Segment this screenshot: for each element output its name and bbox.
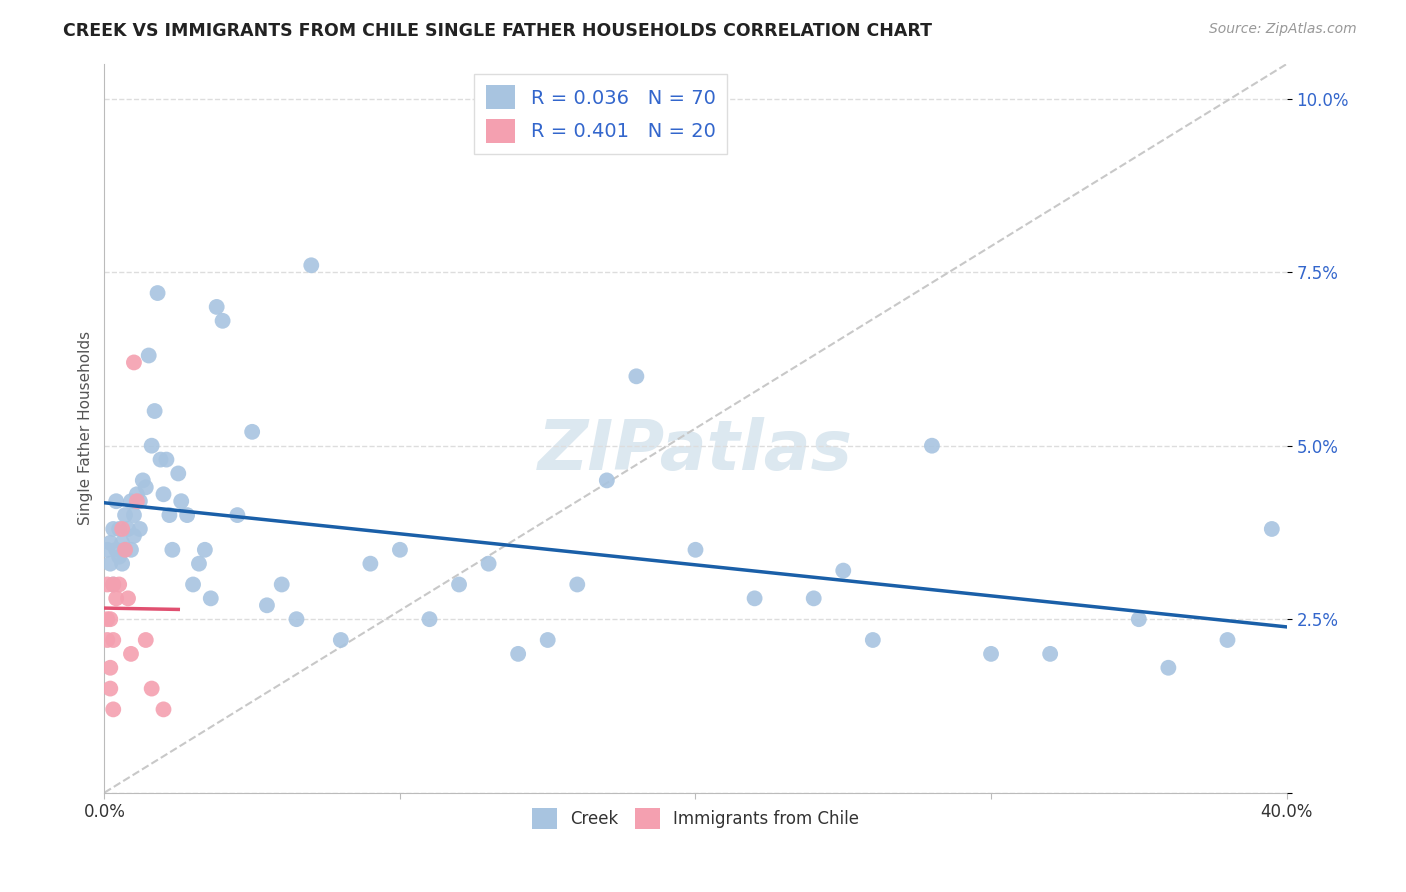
Text: ZIPatlas: ZIPatlas [538, 417, 853, 483]
Point [980, 647, 1002, 661]
Point [921, 439, 943, 453]
Point [596, 474, 619, 488]
Point [111, 522, 134, 536]
Point [170, 494, 193, 508]
Point [96, 612, 118, 626]
Point [388, 542, 411, 557]
Point [120, 647, 142, 661]
Point [128, 522, 150, 536]
Point [167, 467, 190, 481]
Point [194, 542, 217, 557]
Point [205, 300, 228, 314]
Point [181, 577, 204, 591]
Point [103, 577, 125, 591]
Point [256, 599, 278, 613]
Point [132, 474, 155, 488]
Point [1039, 647, 1062, 661]
Point [685, 542, 707, 557]
Point [96, 542, 118, 557]
Point [508, 647, 530, 661]
Point [157, 508, 180, 522]
Point [744, 591, 766, 606]
Point [1128, 612, 1150, 626]
Text: Source: ZipAtlas.com: Source: ZipAtlas.com [1209, 22, 1357, 37]
Point [211, 314, 233, 328]
Point [155, 452, 177, 467]
Point [152, 487, 174, 501]
Point [135, 480, 157, 494]
Point [146, 286, 169, 301]
Point [270, 577, 292, 591]
Point [1261, 522, 1284, 536]
Point [108, 522, 131, 536]
Point [98, 681, 121, 696]
Text: CREEK VS IMMIGRANTS FROM CHILE SINGLE FATHER HOUSEHOLDS CORRELATION CHART: CREEK VS IMMIGRANTS FROM CHILE SINGLE FA… [63, 22, 932, 40]
Point [103, 632, 125, 647]
Point [105, 494, 128, 508]
Point [98, 557, 121, 571]
Point [240, 425, 263, 439]
Point [162, 542, 184, 557]
Point [122, 508, 145, 522]
Point [108, 577, 131, 591]
Point [803, 591, 825, 606]
Point [111, 536, 134, 550]
Point [96, 632, 118, 647]
Point [447, 577, 470, 591]
Point [122, 529, 145, 543]
Point [149, 452, 172, 467]
Point [1216, 632, 1239, 647]
Point [98, 536, 121, 550]
Point [103, 702, 125, 716]
Point [114, 542, 136, 557]
Point [152, 702, 174, 716]
Point [98, 661, 121, 675]
Point [120, 494, 142, 508]
Point [117, 522, 139, 536]
Point [329, 632, 352, 647]
Point [832, 564, 855, 578]
Point [114, 542, 136, 557]
Point [125, 487, 148, 501]
Point [135, 632, 157, 647]
Point [1157, 661, 1180, 675]
Point [141, 681, 163, 696]
Point [122, 355, 145, 369]
Point [114, 508, 136, 522]
Point [103, 522, 125, 536]
Point [626, 369, 648, 384]
Legend: Creek, Immigrants from Chile: Creek, Immigrants from Chile [524, 802, 866, 835]
Point [537, 632, 560, 647]
Point [176, 508, 198, 522]
Point [359, 557, 381, 571]
Point [138, 349, 160, 363]
Y-axis label: Single Father Households: Single Father Households [79, 331, 93, 525]
Point [111, 557, 134, 571]
Point [125, 494, 148, 508]
Point [105, 542, 128, 557]
Point [226, 508, 249, 522]
Point [117, 591, 139, 606]
Point [862, 632, 884, 647]
Point [188, 557, 211, 571]
Point [103, 577, 125, 591]
Point [108, 549, 131, 564]
Point [200, 591, 222, 606]
Point [285, 612, 308, 626]
Point [128, 494, 150, 508]
Point [105, 591, 128, 606]
Point [96, 577, 118, 591]
Point [299, 258, 322, 272]
Point [567, 577, 589, 591]
Point [98, 612, 121, 626]
Point [478, 557, 501, 571]
Point [120, 542, 142, 557]
Point [141, 439, 163, 453]
Point [143, 404, 166, 418]
Point [418, 612, 440, 626]
